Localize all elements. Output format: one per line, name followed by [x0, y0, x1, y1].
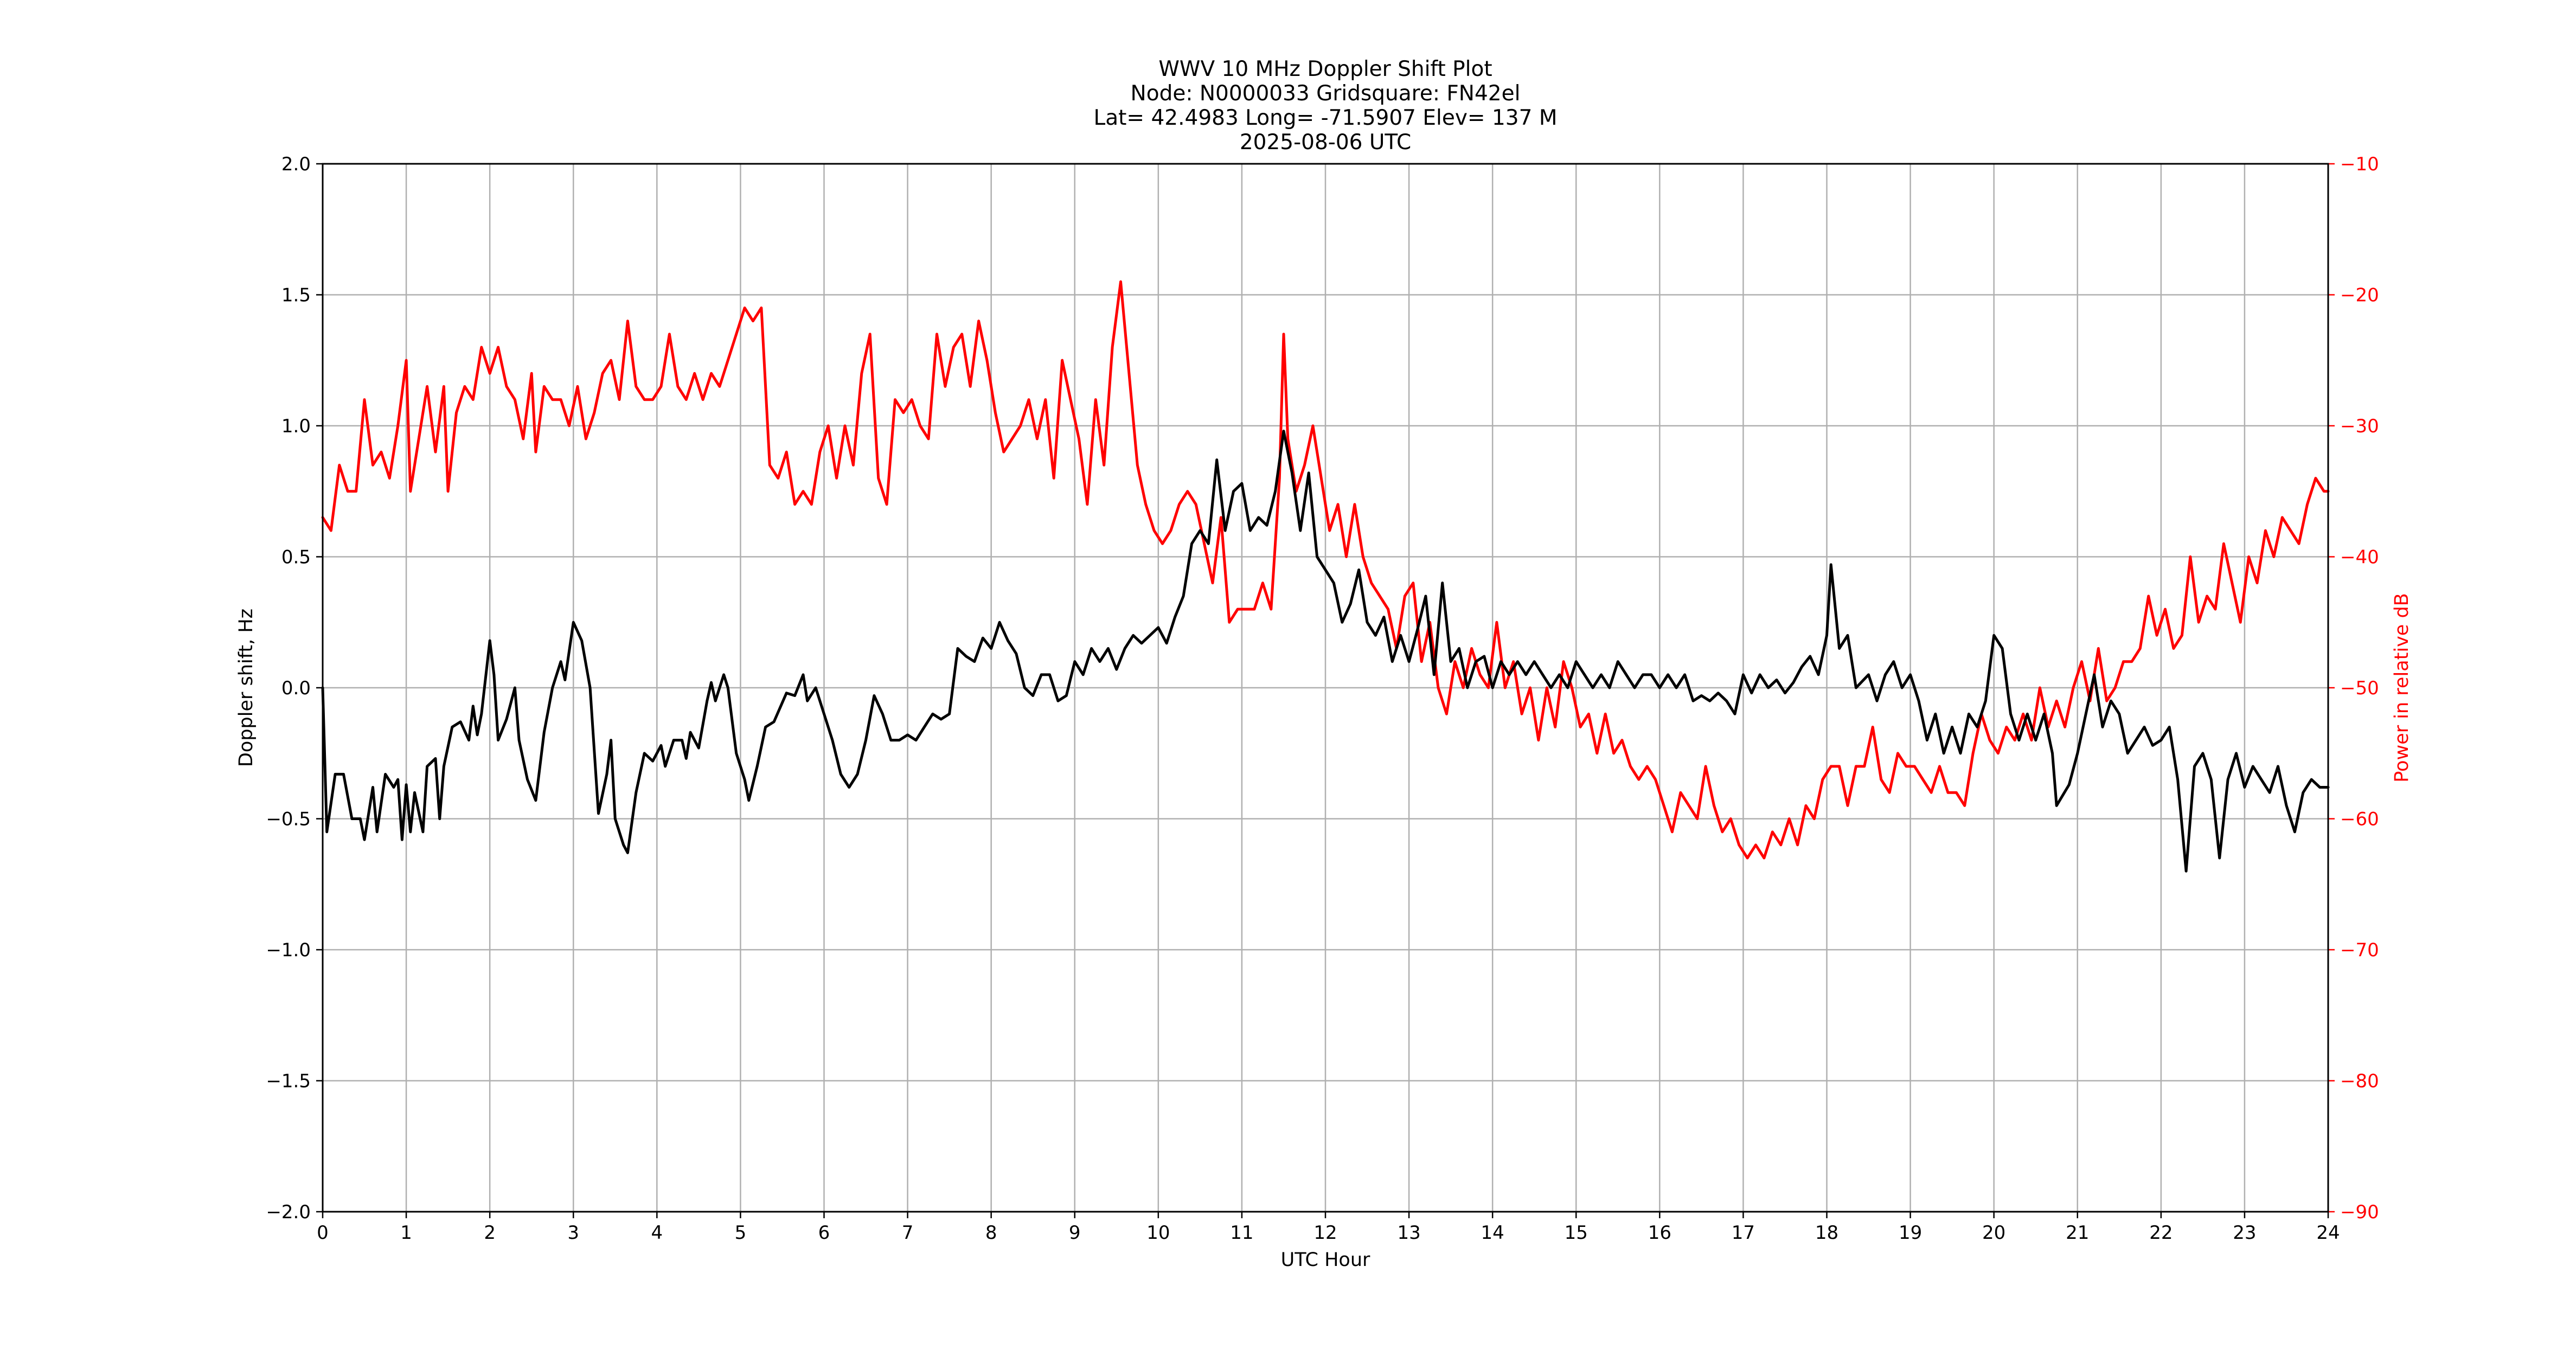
y-tick-label: 2.0 [281, 153, 311, 175]
y-tick-label: 1.0 [281, 415, 311, 437]
x-tick-label: 4 [651, 1222, 663, 1244]
x-tick-label: 19 [1899, 1222, 1922, 1244]
x-tick-label: 14 [1481, 1222, 1504, 1244]
x-tick-label: 22 [2149, 1222, 2173, 1244]
y-tick-label: 1.5 [281, 285, 311, 306]
grid [322, 163, 2329, 1213]
x-axis-label: UTC Hour [1281, 1249, 1370, 1271]
x-tick-label: 20 [1982, 1222, 2005, 1244]
axis-ticks: 0 1 2 3 4 5 6 7 8 9 10 11 12 13 14 15 16 17 18 19 20 21 22 23 24… [266, 153, 2379, 1244]
x-tick-label: 3 [567, 1222, 579, 1244]
y2-tick-label: −80 [2340, 1071, 2379, 1092]
y2-tick-label: −20 [2340, 285, 2379, 306]
x-tick-label: 16 [1648, 1222, 1671, 1244]
x-tick-label: 11 [1230, 1222, 1253, 1244]
x-tick-label: 7 [902, 1222, 914, 1244]
x-tick-label: 6 [818, 1222, 830, 1244]
y2-tick-label: −90 [2340, 1201, 2379, 1223]
y2-tick-label: −40 [2340, 547, 2379, 568]
y2-tick-label: −10 [2340, 153, 2379, 175]
y2-tick-label: −70 [2340, 939, 2379, 961]
x-tick-label: 5 [735, 1222, 747, 1244]
y-tick-label: −1.0 [266, 939, 311, 961]
x-tick-label: 12 [1313, 1222, 1337, 1244]
x-tick-label: 1 [400, 1222, 412, 1244]
x-tick-label: 17 [1732, 1222, 1755, 1244]
x-tick-label: 0 [317, 1222, 329, 1244]
x-tick-label: 21 [2066, 1222, 2089, 1244]
y-tick-label: −2.0 [266, 1201, 311, 1223]
y2-axis-label: Power in relative dB [2391, 593, 2413, 782]
doppler-series-line [321, 430, 2330, 873]
x-tick-label: 15 [1565, 1222, 1588, 1244]
x-tick-label: 23 [2233, 1222, 2256, 1244]
x-tick-label: 9 [1069, 1222, 1081, 1244]
y-tick-label: −0.5 [266, 809, 311, 830]
x-tick-label: 24 [2316, 1222, 2340, 1244]
x-tick-label: 8 [985, 1222, 997, 1244]
title-line-3: 2025-08-06 UTC [1240, 130, 1411, 155]
y-tick-label: −1.5 [266, 1071, 311, 1092]
y-tick-label: 0.0 [281, 677, 311, 699]
power-series-line [321, 280, 2330, 860]
plot-frame [322, 163, 2329, 1213]
title-line-1: Node: N0000033 Gridsquare: FN42el [1131, 81, 1521, 106]
title-line-0: WWV 10 MHz Doppler Shift Plot [1158, 57, 1492, 81]
y-axis-label: Doppler shift, Hz [235, 609, 257, 767]
x-tick-label: 10 [1146, 1222, 1170, 1244]
series-lines [321, 280, 2330, 873]
x-tick-label: 18 [1815, 1222, 1838, 1244]
y2-tick-label: −60 [2340, 809, 2379, 830]
y-tick-label: 0.5 [281, 547, 311, 568]
y2-tick-label: −30 [2340, 415, 2379, 437]
title-line-2: Lat= 42.4983 Long= -71.5907 Elev= 137 M [1094, 106, 1558, 130]
x-tick-label: 2 [484, 1222, 496, 1244]
x-tick-label: 13 [1397, 1222, 1420, 1244]
y2-tick-label: −50 [2340, 677, 2379, 699]
